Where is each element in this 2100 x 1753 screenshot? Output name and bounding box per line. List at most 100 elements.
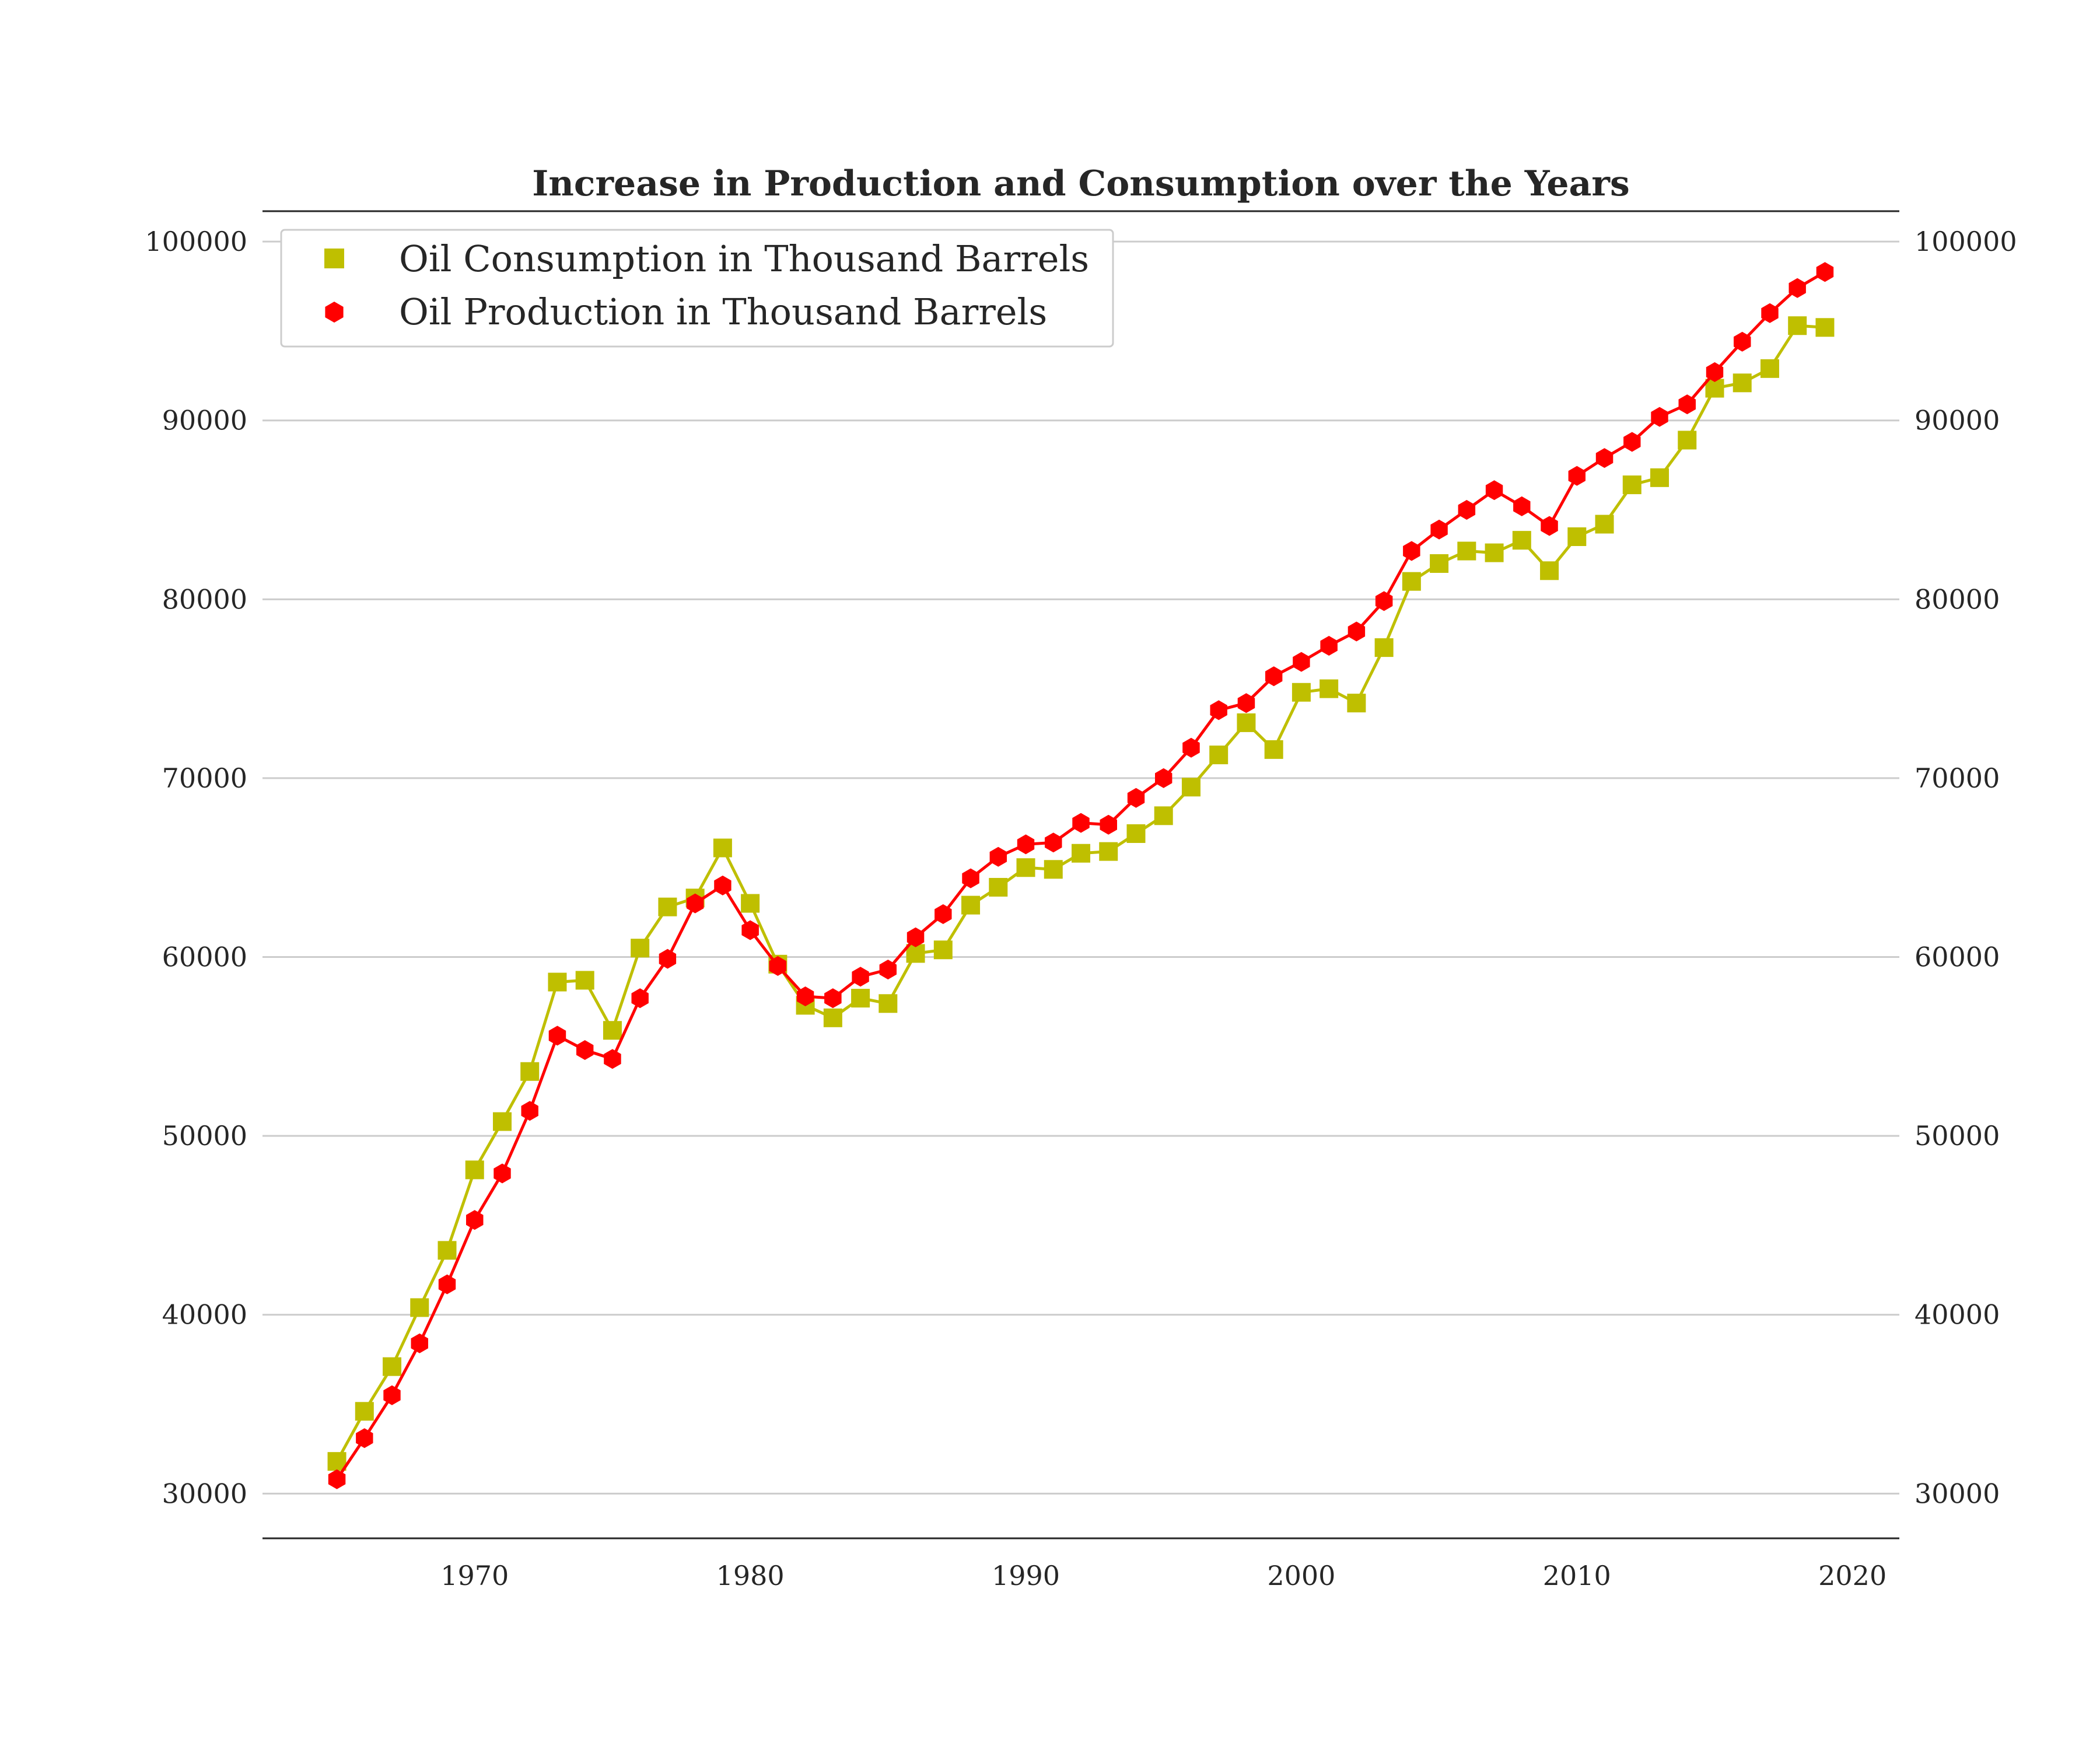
data-point	[438, 1274, 456, 1294]
data-point	[1402, 572, 1421, 591]
legend-marker-consumption	[324, 249, 344, 268]
data-point	[1017, 834, 1035, 855]
data-point	[1155, 768, 1172, 788]
data-point	[1650, 468, 1670, 487]
x-tick-label-2020: 2020	[1818, 1560, 1887, 1591]
data-point	[576, 1040, 594, 1060]
x-tick-label-2000: 2000	[1267, 1560, 1335, 1591]
data-point	[355, 1402, 374, 1421]
data-point	[686, 893, 704, 914]
data-point	[989, 846, 1007, 867]
y-tick-label-right-100000: 100000	[1915, 226, 2017, 257]
data-point	[1788, 278, 1806, 298]
data-point	[1568, 466, 1586, 486]
data-point	[1293, 652, 1310, 672]
data-point	[1347, 694, 1366, 713]
data-point	[1485, 480, 1503, 501]
series-line-0	[335, 324, 1825, 1462]
y-tick-label-right-90000: 90000	[1915, 405, 2000, 436]
data-point	[1485, 543, 1504, 562]
data-point	[1567, 527, 1587, 547]
data-point	[492, 1112, 512, 1131]
data-point	[1072, 844, 1090, 863]
data-point	[1512, 531, 1531, 550]
data-point	[935, 904, 952, 924]
data-point	[769, 956, 787, 976]
y-tick-label-right-40000: 40000	[1915, 1299, 2000, 1331]
legend: Oil Consumption in Thousand Barrels Oil …	[280, 229, 1114, 348]
data-point	[548, 972, 567, 992]
data-point	[1706, 362, 1724, 382]
data-point	[796, 986, 814, 1006]
y-axis-left: 30000 40000 50000 60000 70000 80000 90000 10000…	[145, 226, 247, 1509]
data-point	[1760, 359, 1779, 378]
x-axis: 1970 1980 1990 2000 2010 2020	[440, 1560, 1887, 1591]
data-point	[383, 1357, 402, 1376]
data-point	[1264, 740, 1283, 759]
grid	[262, 240, 1899, 1495]
data-point	[1788, 316, 1807, 335]
data-point	[520, 1062, 540, 1081]
data-point	[1181, 778, 1200, 797]
data-point	[1734, 331, 1751, 352]
data-point	[328, 1469, 346, 1489]
y-tick-label-left-100000: 100000	[145, 226, 247, 257]
data-point	[548, 1026, 566, 1046]
data-point	[1265, 666, 1283, 687]
data-point	[823, 1008, 842, 1027]
y-axis-right: 30000 40000 50000 60000 70000 80000 90000 10000…	[1915, 226, 2017, 1509]
data-point	[1016, 858, 1035, 877]
data-point	[659, 949, 677, 969]
data-point	[741, 894, 760, 913]
data-point	[466, 1210, 484, 1230]
y-tick-label-right-80000: 80000	[1915, 583, 2000, 615]
data-point	[575, 971, 594, 990]
data-point	[1430, 554, 1449, 573]
x-tick-label-1990: 1990	[992, 1560, 1060, 1591]
plot-area	[327, 262, 1835, 1489]
legend-label-production: Oil Production in Thousand Barrels	[399, 291, 1047, 333]
data-point	[1182, 737, 1200, 758]
data-point	[1320, 636, 1338, 656]
data-point	[1209, 746, 1228, 765]
data-point	[714, 875, 732, 895]
x-tick-label-1970: 1970	[440, 1560, 509, 1591]
data-point	[878, 994, 898, 1013]
data-point	[1126, 824, 1146, 843]
legend-frame	[280, 229, 1114, 348]
data-point	[1651, 407, 1668, 427]
y-tick-label-left-60000: 60000	[162, 942, 247, 973]
data-point	[1154, 806, 1173, 825]
data-point	[1100, 814, 1117, 835]
data-point	[604, 1049, 621, 1069]
data-point	[1678, 394, 1696, 415]
data-point	[410, 1298, 429, 1317]
series-0	[327, 316, 1835, 1471]
legend-label-consumption: Oil Consumption in Thousand Barrels	[399, 237, 1089, 280]
data-point	[824, 988, 842, 1009]
data-point	[1127, 788, 1145, 808]
data-point	[1761, 303, 1779, 323]
y-tick-label-left-30000: 30000	[162, 1478, 247, 1509]
data-point	[851, 989, 870, 1008]
data-point	[438, 1241, 457, 1260]
data-point	[1457, 541, 1476, 561]
y-tick-label-right-70000: 70000	[1915, 762, 2000, 794]
data-point	[356, 1428, 373, 1448]
data-point	[1320, 679, 1339, 698]
data-point	[1541, 516, 1558, 536]
data-point	[713, 838, 732, 858]
data-point	[852, 967, 869, 987]
data-point	[1072, 813, 1090, 833]
data-point	[1816, 262, 1834, 282]
data-point	[1044, 860, 1063, 879]
y-tick-label-right-30000: 30000	[1915, 1478, 2000, 1509]
y-tick-label-right-50000: 50000	[1915, 1120, 2000, 1152]
data-point	[1622, 475, 1642, 495]
data-point	[383, 1385, 401, 1405]
data-point	[1237, 693, 1255, 713]
data-point	[521, 1101, 538, 1121]
y-tick-label-right-60000: 60000	[1915, 942, 2000, 973]
data-point	[1678, 431, 1697, 450]
